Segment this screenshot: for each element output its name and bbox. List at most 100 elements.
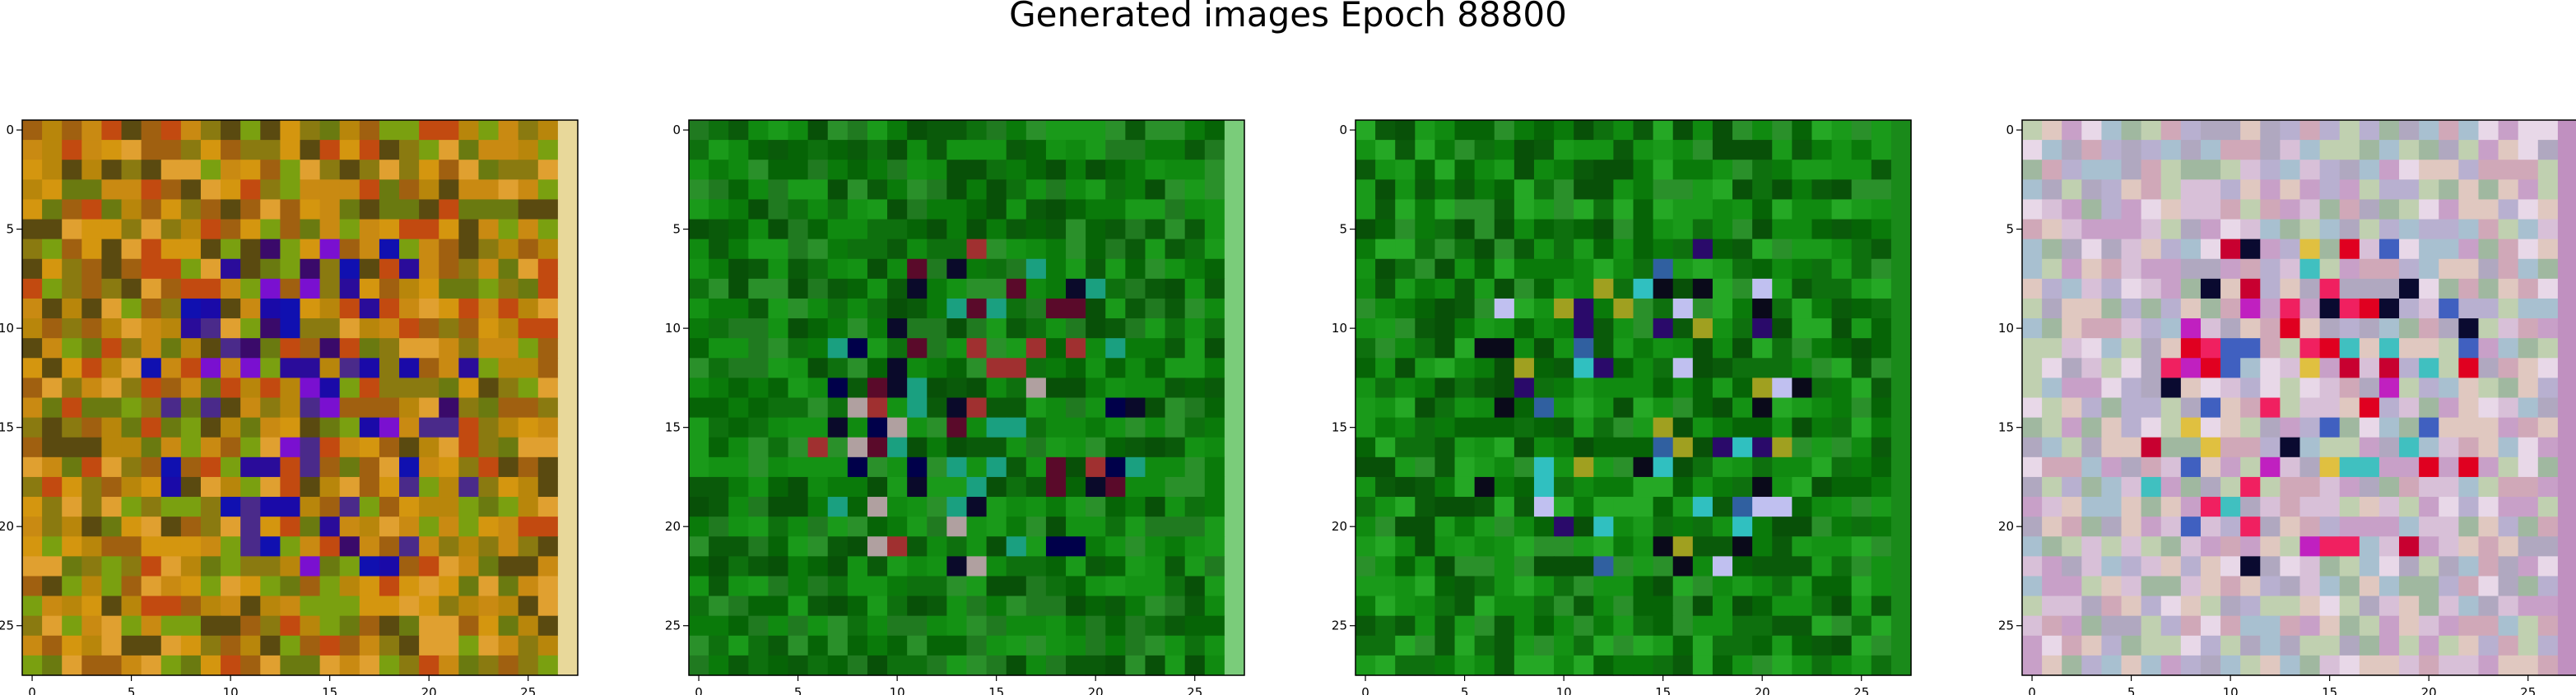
pixel-cell xyxy=(1653,437,1674,458)
pixel-cell xyxy=(1871,417,1892,438)
pixel-cell xyxy=(1533,536,1555,557)
pixel-cell xyxy=(1514,258,1535,280)
axes-frame xyxy=(688,119,1245,676)
pixel-cell xyxy=(1184,497,1206,517)
pixel-cell xyxy=(2160,298,2182,319)
pixel-cell xyxy=(1672,318,1694,339)
pixel-cell xyxy=(2537,635,2559,656)
pixel-cell xyxy=(557,318,579,339)
pixel-cell xyxy=(1533,476,1555,498)
pixel-cell xyxy=(22,160,43,180)
pixel-cell xyxy=(1712,595,1733,617)
pixel-cell xyxy=(1474,318,1495,339)
pixel-cell xyxy=(1533,140,1555,160)
pixel-cell xyxy=(300,120,321,141)
pixel-cell xyxy=(1792,536,1813,557)
pixel-cell xyxy=(946,517,968,537)
pixel-cell xyxy=(439,120,459,141)
pixel-cell xyxy=(1712,576,1733,597)
pixel-cell xyxy=(319,278,341,299)
pixel-cell xyxy=(2062,615,2082,637)
pixel-cell xyxy=(2378,140,2400,160)
pixel-cell xyxy=(1613,536,1634,557)
pixel-cell xyxy=(240,635,261,656)
pixel-cell xyxy=(2062,476,2082,498)
pixel-cell xyxy=(1554,655,1574,676)
pixel-cell xyxy=(2439,338,2459,359)
pixel-cell xyxy=(907,219,928,240)
pixel-cell xyxy=(1772,338,1793,359)
pixel-cell xyxy=(101,179,123,201)
pixel-cell xyxy=(827,338,849,359)
pixel-cell xyxy=(1613,298,1634,319)
pixel-cell xyxy=(1554,258,1574,280)
pixel-cell xyxy=(1672,456,1694,478)
pixel-cell xyxy=(2458,635,2480,656)
pixel-cell xyxy=(2101,258,2123,280)
pixel-cell xyxy=(2042,476,2062,498)
pixel-cell xyxy=(1871,476,1892,498)
pixel-cell xyxy=(1125,199,1146,220)
pixel-cell xyxy=(2260,258,2281,280)
pixel-cell xyxy=(1792,140,1813,160)
pixel-cell xyxy=(2319,378,2341,399)
pixel-cell xyxy=(768,497,789,517)
pixel-cell xyxy=(2220,476,2241,498)
pixel-cell xyxy=(319,456,341,478)
pixel-cell xyxy=(141,358,162,378)
pixel-cell xyxy=(1633,397,1654,419)
pixel-cell xyxy=(1752,635,1773,656)
pixel-cell xyxy=(867,258,888,280)
pixel-cell xyxy=(2458,179,2480,201)
pixel-cell xyxy=(1732,497,1753,517)
pixel-cell xyxy=(847,338,868,359)
pixel-cell xyxy=(807,140,829,160)
pixel-cell xyxy=(319,576,341,597)
pixel-cell xyxy=(1454,239,1476,260)
pixel-cell xyxy=(2359,358,2380,378)
pixel-cell xyxy=(458,417,480,438)
pixel-cell xyxy=(1145,615,1166,637)
pixel-cell xyxy=(2121,476,2142,498)
pixel-cell xyxy=(2478,278,2499,299)
pixel-cell xyxy=(807,595,829,617)
pixel-cell xyxy=(1574,615,1594,637)
pixel-cell xyxy=(1890,497,1912,517)
pixel-cell xyxy=(1066,635,1086,656)
pixel-cell xyxy=(180,160,202,180)
y-tick-label: 20 xyxy=(665,519,681,534)
pixel-cell xyxy=(537,239,559,260)
pixel-cell xyxy=(2200,437,2221,458)
pixel-cell xyxy=(1672,258,1694,280)
pixel-cell xyxy=(1145,140,1166,160)
pixel-cell xyxy=(260,338,281,359)
pixel-cell xyxy=(518,358,539,378)
pixel-cell xyxy=(557,536,579,557)
pixel-cell xyxy=(2260,576,2281,597)
pixel-cell xyxy=(748,120,770,141)
pixel-cell xyxy=(101,595,123,617)
pixel-cell xyxy=(2200,456,2221,478)
pixel-cell xyxy=(867,179,888,201)
pixel-cell xyxy=(2141,476,2162,498)
pixel-cell xyxy=(1474,278,1495,299)
pixel-cell xyxy=(260,358,281,378)
pixel-cell xyxy=(2180,655,2202,676)
pixel-cell xyxy=(2399,378,2420,399)
pixel-cell xyxy=(319,140,341,160)
pixel-cell xyxy=(2518,476,2539,498)
pixel-cell xyxy=(748,417,770,438)
pixel-cell xyxy=(300,179,321,201)
pixel-cell xyxy=(1006,437,1027,458)
pixel-cell xyxy=(2042,595,2062,617)
pixel-cell xyxy=(1125,615,1146,637)
pixel-cell xyxy=(1772,199,1793,220)
pixel-cell xyxy=(2260,140,2281,160)
pixel-cell xyxy=(1514,595,1535,617)
pixel-cell xyxy=(1593,417,1614,438)
pixel-cell xyxy=(2101,179,2123,201)
pixel-cell xyxy=(160,517,182,537)
pixel-cell xyxy=(1890,417,1912,438)
pixel-cell xyxy=(1871,595,1892,617)
pixel-cell xyxy=(966,298,988,319)
